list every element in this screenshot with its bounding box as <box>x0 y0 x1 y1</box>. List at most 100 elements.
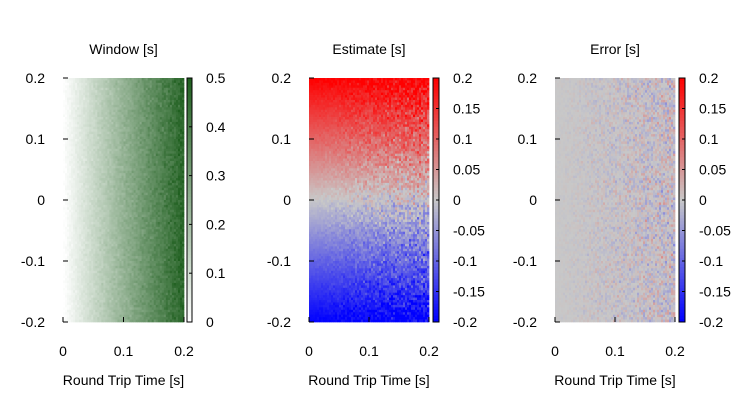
heatmap-cell <box>173 256 177 259</box>
heatmap-cell <box>157 236 161 240</box>
heatmap-cell <box>109 256 112 259</box>
heatmap-cell <box>73 268 76 272</box>
heatmap-cell <box>181 107 185 111</box>
heatmap-cell <box>149 85 153 89</box>
heatmap-cell <box>85 104 88 108</box>
heatmap-cell <box>97 129 100 133</box>
heatmap-cell <box>159 173 163 176</box>
heatmap-cell <box>159 231 163 235</box>
heatmap-cell <box>181 178 185 181</box>
heatmap-cell <box>121 163 124 167</box>
heatmap-cell <box>157 117 161 120</box>
heatmap-cell <box>127 175 130 179</box>
heatmap-cell <box>155 92 159 96</box>
heatmap-cell <box>171 131 175 135</box>
heatmap-cell <box>109 241 112 245</box>
heatmap-cell <box>121 143 124 147</box>
heatmap-cell <box>91 265 94 269</box>
heatmap-cell <box>113 80 116 84</box>
heatmap-cell <box>97 163 100 167</box>
heatmap-cell <box>145 246 149 250</box>
heatmap-cell <box>107 261 110 264</box>
heatmap-cell <box>127 197 130 201</box>
heatmap-cell <box>115 253 118 257</box>
heatmap-cell <box>81 207 84 211</box>
heatmap-cell <box>75 207 78 211</box>
heatmap-cell <box>73 90 76 93</box>
heatmap-cell <box>109 192 112 196</box>
heatmap-cell <box>105 263 108 267</box>
heatmap-cell <box>169 170 173 174</box>
heatmap-cell <box>157 241 161 245</box>
heatmap-cell <box>65 126 68 130</box>
heatmap-cell <box>65 119 68 123</box>
heatmap-cell <box>167 268 171 272</box>
heatmap-cell <box>115 229 118 233</box>
heatmap-cell <box>157 141 161 145</box>
heatmap-cell <box>121 146 124 150</box>
heatmap-cell <box>75 87 78 91</box>
heatmap-cell <box>139 212 142 215</box>
heatmap-cell <box>165 104 169 108</box>
heatmap-cell <box>105 236 108 240</box>
heatmap-cell <box>63 175 66 179</box>
heatmap-cell <box>161 92 165 96</box>
heatmap-cell <box>125 160 128 164</box>
heatmap-cell <box>163 134 167 137</box>
heatmap-cell <box>97 185 100 189</box>
heatmap-cell <box>131 217 134 220</box>
heatmap-cell <box>85 231 88 235</box>
heatmap-cell <box>107 129 110 133</box>
heatmap-cell <box>167 131 171 135</box>
heatmap-cell <box>169 78 173 81</box>
heatmap-cell <box>109 82 112 86</box>
heatmap-cell <box>171 92 175 96</box>
heatmap-cell <box>169 243 173 247</box>
heatmap-cell <box>63 202 66 206</box>
heatmap-cell <box>137 141 140 145</box>
heatmap-cell <box>65 200 68 203</box>
heatmap-cell <box>85 92 88 96</box>
heatmap-cell <box>99 80 102 84</box>
heatmap-cell <box>111 129 114 133</box>
heatmap-cell <box>65 175 68 179</box>
heatmap-cell <box>91 112 94 115</box>
heatmap-cell <box>89 251 92 255</box>
heatmap-cell <box>95 268 98 272</box>
heatmap-cell <box>119 275 122 279</box>
heatmap-cell <box>167 158 171 162</box>
heatmap-cell <box>95 92 98 96</box>
heatmap-cell <box>113 82 116 86</box>
heatmap-cell <box>111 139 114 142</box>
heatmap-cell <box>75 170 78 174</box>
heatmap-cell <box>73 204 76 208</box>
heatmap-cell <box>63 87 66 91</box>
heatmap-cell <box>93 243 96 247</box>
heatmap-cell <box>81 280 84 284</box>
heatmap-cell <box>71 104 74 108</box>
heatmap-cell <box>91 195 94 198</box>
heatmap-cell <box>121 204 124 208</box>
heatmap-cell <box>113 121 116 125</box>
heatmap-cell <box>101 251 104 255</box>
heatmap-cell <box>135 263 138 267</box>
heatmap-cell <box>125 202 128 206</box>
heatmap-cell <box>111 156 114 159</box>
heatmap-cell <box>85 143 88 147</box>
heatmap-cell <box>93 182 96 186</box>
heatmap-cell <box>65 80 68 84</box>
heatmap-cell <box>109 124 112 128</box>
heatmap-cell <box>89 239 92 242</box>
heatmap-cell <box>181 168 185 172</box>
heatmap-cell <box>93 121 96 125</box>
heatmap-cell <box>163 180 167 184</box>
heatmap-cell <box>91 97 94 101</box>
heatmap-cell <box>73 178 76 181</box>
heatmap-cell <box>117 139 120 142</box>
heatmap-cell <box>165 190 169 194</box>
heatmap-cell <box>121 207 124 211</box>
heatmap-cell <box>149 80 153 84</box>
heatmap-cell <box>69 204 72 208</box>
heatmap-cell <box>99 170 102 174</box>
heatmap-cell <box>161 268 165 272</box>
